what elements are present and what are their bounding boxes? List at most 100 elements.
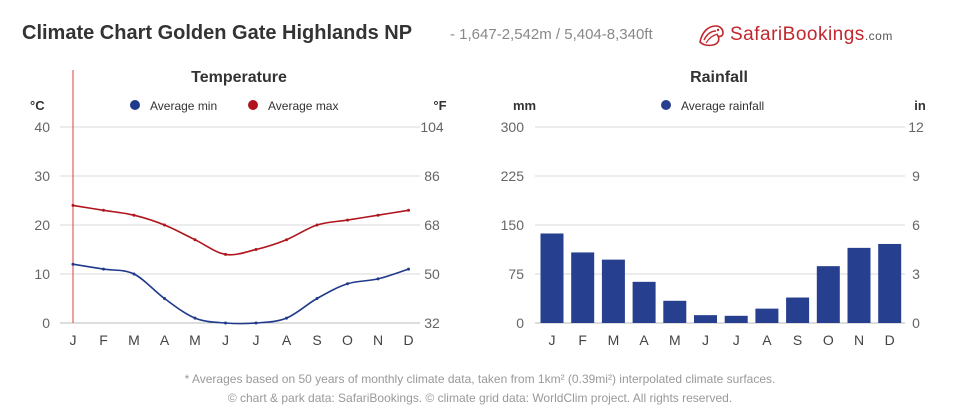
- rain-x-tick: J: [549, 332, 556, 348]
- rain-x-tick: M: [608, 332, 620, 348]
- rain-y-unit-right: in: [914, 98, 926, 113]
- temp-x-tick: O: [342, 332, 353, 348]
- rainfall-bar: [755, 308, 779, 323]
- rain-chart-title: Rainfall: [690, 69, 748, 86]
- logo-wordmark: SafariBookings.com: [730, 24, 893, 45]
- rainfall-bar: [571, 252, 595, 323]
- avg-min-point: [224, 321, 227, 325]
- rain-y-tick-right: 9: [912, 168, 920, 184]
- temp-chart-title: Temperature: [191, 69, 287, 86]
- temp-legend-label-1: Average max: [268, 99, 338, 113]
- temp-x-tick: J: [253, 332, 260, 348]
- temp-legend-marker-0: [130, 100, 140, 110]
- rain-y-tick-right: 3: [912, 266, 920, 282]
- avg-min-point: [163, 297, 166, 300]
- avg-min-point: [254, 321, 258, 325]
- rain-x-tick: O: [823, 332, 834, 348]
- temp-x-tick: J: [70, 332, 77, 348]
- rainfall-bar: [786, 297, 810, 323]
- rainfall-bar: [601, 259, 625, 323]
- rain-legend-label-0: Average rainfall: [681, 99, 764, 113]
- avg-max-point: [132, 213, 136, 217]
- temp-x-tick: J: [222, 332, 229, 348]
- avg-max-point: [315, 223, 319, 227]
- temp-x-tick: A: [160, 332, 170, 348]
- temp-y-tick-left: 30: [34, 168, 50, 184]
- rainfall-bar: [540, 233, 564, 323]
- avg-max-temperature-line: [72, 204, 409, 256]
- rainfall-bar: [663, 300, 687, 323]
- rainfall-bar: [724, 315, 748, 323]
- page-title: Climate Chart Golden Gate Highlands NP: [22, 22, 413, 44]
- avg-max-point: [224, 252, 227, 256]
- avg-min-temperature-line: [72, 263, 409, 325]
- avg-min-point: [376, 277, 380, 281]
- avg-min-point: [407, 267, 410, 271]
- avg-min-point: [132, 272, 136, 276]
- avg-max-point: [254, 248, 258, 251]
- rain-x-tick: J: [702, 332, 709, 348]
- avg-min-point: [71, 262, 75, 266]
- temp-y-tick-left: 20: [34, 217, 50, 233]
- footer-credits: © chart & park data: SafariBookings. © c…: [227, 391, 733, 405]
- temp-legend-marker-1: [248, 100, 258, 110]
- rain-y-tick-left: 75: [508, 266, 524, 282]
- rain-x-tick: N: [854, 332, 864, 348]
- rain-x-tick: M: [669, 332, 681, 348]
- rain-x-tick: A: [762, 332, 772, 348]
- rainfall-bar: [878, 243, 902, 323]
- elevation-subtitle: - 1,647-2,542m / 5,404-8,340ft: [450, 26, 653, 43]
- temp-y-tick-right: 68: [424, 217, 440, 233]
- temp-y-tick-right: 104: [420, 119, 444, 135]
- rain-y-tick-left: 225: [501, 168, 525, 184]
- rain-x-tick: D: [885, 332, 895, 348]
- rainfall-bar: [816, 266, 840, 323]
- rain-y-tick-right: 6: [912, 217, 920, 233]
- temp-y-tick-left: 0: [42, 315, 50, 331]
- rain-x-tick: F: [578, 332, 587, 348]
- avg-max-point: [407, 208, 410, 212]
- rain-y-tick-left: 0: [516, 315, 524, 331]
- rain-x-tick: A: [639, 332, 649, 348]
- temp-legend-label-0: Average min: [150, 99, 217, 113]
- rain-y-tick-right: 0: [912, 315, 920, 331]
- avg-min-point: [193, 316, 197, 320]
- temp-x-tick: A: [282, 332, 292, 348]
- avg-max-point: [285, 238, 288, 242]
- footer-note: * Averages based on 50 years of monthly …: [184, 372, 776, 386]
- temp-x-tick: N: [373, 332, 383, 348]
- temp-y-unit-left: °C: [30, 98, 45, 113]
- avg-min-point: [102, 267, 105, 271]
- temp-y-tick-left: 10: [34, 266, 50, 282]
- avg-max-point: [193, 238, 197, 242]
- lion-logo-icon: [699, 25, 724, 47]
- temp-x-tick: S: [312, 332, 321, 348]
- rain-y-tick-left: 300: [501, 119, 525, 135]
- avg-max-point: [376, 213, 380, 217]
- avg-max-point: [163, 223, 166, 227]
- temp-y-tick-right: 50: [424, 266, 440, 282]
- safaribookings-logo[interactable]: SafariBookings.com: [696, 22, 938, 48]
- rain-y-tick-right: 12: [908, 119, 924, 135]
- rainfall-bar: [847, 247, 871, 323]
- rain-x-tick: S: [793, 332, 802, 348]
- temp-y-unit-right: °F: [433, 98, 446, 113]
- temp-x-tick: D: [403, 332, 413, 348]
- rain-legend-marker-0: [661, 100, 671, 110]
- rainfall-bar: [694, 315, 717, 323]
- header: Climate Chart Golden Gate Highlands NP -…: [22, 20, 938, 50]
- rain-y-unit-left: mm: [513, 98, 536, 113]
- avg-max-point: [71, 203, 75, 207]
- avg-min-point: [346, 282, 349, 286]
- temp-x-tick: M: [189, 332, 201, 348]
- avg-min-point: [285, 316, 288, 320]
- avg-max-point: [346, 218, 349, 222]
- rain-y-tick-left: 150: [501, 217, 525, 233]
- temp-y-tick-right: 32: [424, 315, 440, 331]
- temp-x-tick: M: [128, 332, 140, 348]
- temp-y-tick-left: 40: [34, 119, 50, 135]
- avg-max-point: [102, 208, 105, 212]
- temp-y-tick-right: 86: [424, 168, 440, 184]
- avg-min-point: [315, 297, 319, 300]
